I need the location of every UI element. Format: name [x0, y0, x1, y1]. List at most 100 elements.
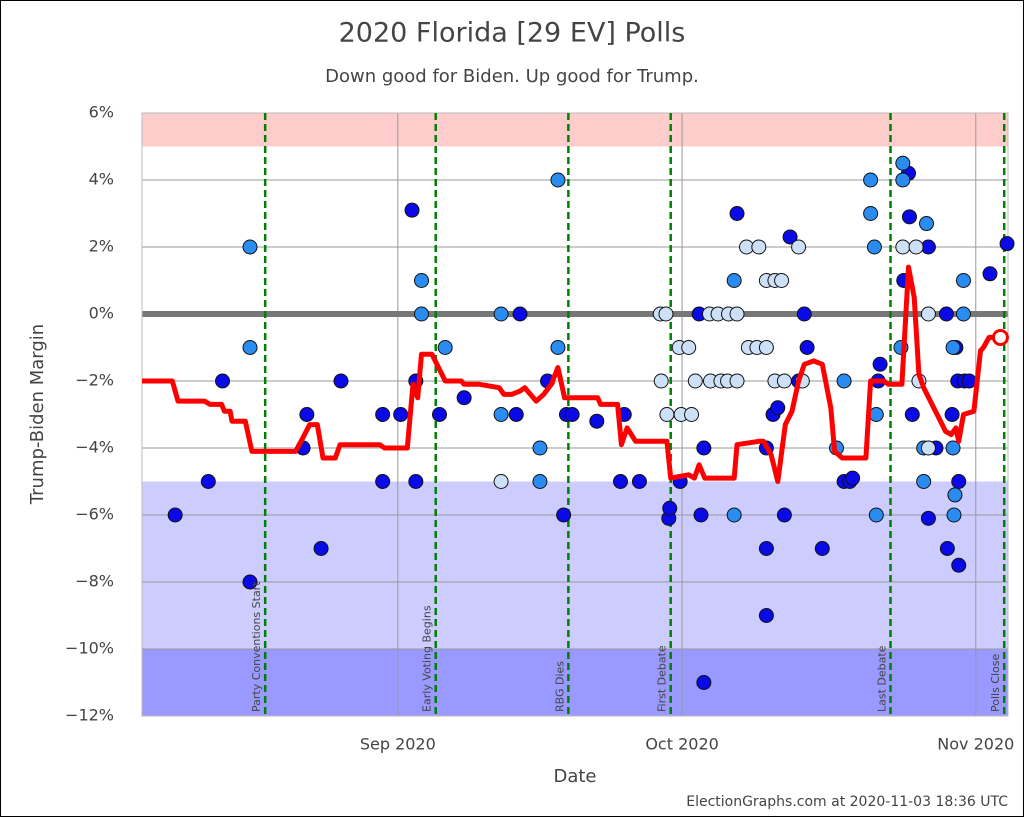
poll-point: [242, 239, 258, 255]
y-tick-label: 4%: [89, 170, 114, 189]
poll-point: [612, 474, 628, 489]
event-label: First Debate: [656, 645, 669, 712]
poll-point: [951, 557, 967, 573]
y-tick-label: −4%: [75, 438, 114, 457]
y-tick-label: −6%: [75, 505, 114, 524]
poll-point: [961, 373, 977, 389]
y-tick-label: −2%: [75, 371, 114, 390]
poll-point: [791, 239, 807, 255]
poll-point: [868, 507, 884, 523]
event-label: Last Debate: [876, 645, 889, 712]
poll-point: [333, 373, 349, 389]
poll-point: [693, 507, 709, 523]
poll-point: [662, 500, 678, 516]
poll-point: [404, 202, 420, 218]
poll-point: [437, 340, 453, 355]
y-axis-label: Trump-Biden Margin: [27, 324, 48, 505]
poll-point: [493, 474, 509, 489]
poll-point: [916, 474, 932, 489]
poll-point: [375, 407, 391, 422]
plot-border: [141, 112, 1009, 717]
event-label: RBG Dies: [553, 661, 566, 712]
poll-point: [432, 407, 448, 422]
poll-point: [726, 507, 742, 523]
poll-point: [938, 306, 954, 322]
x-tick-label: Oct 2020: [645, 735, 718, 754]
poll-point: [215, 373, 231, 389]
footer: ElectionGraphs.com at 2020-11-03 18:36 U…: [686, 794, 1008, 810]
band: [142, 481, 1008, 649]
y-tick-label: 2%: [89, 237, 114, 256]
poll-point: [758, 608, 774, 623]
poll-point: [751, 239, 767, 255]
poll-point: [944, 407, 960, 422]
poll-point: [814, 541, 830, 556]
event-label: Early Voting Begins: [421, 605, 434, 712]
poll-point: [939, 541, 955, 556]
event-label: Party Conventions Start: [250, 581, 263, 712]
trend-line: [142, 264, 1001, 484]
poll-point: [799, 340, 815, 355]
poll-point: [904, 407, 920, 422]
poll-point: [951, 474, 967, 489]
poll-point: [770, 400, 786, 416]
poll-point: [920, 510, 936, 526]
poll-point: [532, 440, 548, 456]
poll-point: [408, 474, 424, 489]
poll-point: [242, 574, 258, 590]
poll-point: [729, 306, 745, 322]
poll-point: [200, 474, 216, 489]
x-tick-label: Nov 2020: [937, 735, 1014, 754]
y-tick-label: −8%: [75, 572, 114, 591]
y-tick-label: 0%: [89, 304, 114, 323]
poll-point: [776, 373, 792, 389]
poll-point: [556, 507, 572, 523]
plot-area: 6% 4% 2% 0% −2% −4% −6% −8% −10% −12% Sep 2020 Oct …: [65, 103, 1015, 754]
poll-point: [895, 239, 911, 255]
poll-point: [589, 413, 605, 429]
poll-point: [512, 306, 528, 322]
poll-point: [167, 507, 183, 523]
poll-point: [895, 155, 911, 171]
poll-point: [758, 340, 774, 355]
poll-point: [774, 273, 790, 288]
poll-point: [895, 172, 911, 188]
poll-point: [920, 440, 936, 456]
poll-point: [659, 407, 675, 422]
poll-point: [299, 407, 315, 422]
poll-point: [955, 306, 971, 322]
poll-point: [687, 373, 703, 389]
poll-point: [564, 407, 580, 422]
poll-point: [729, 206, 745, 221]
poll-point: [313, 541, 329, 556]
poll-point: [946, 507, 962, 523]
poll-point: [631, 474, 647, 489]
poll-point: [947, 487, 963, 503]
poll-point: [550, 172, 566, 188]
poll-point: [681, 340, 697, 355]
y-tick-label: 6%: [89, 103, 114, 122]
poll-point: [782, 229, 798, 245]
poll-point: [456, 390, 472, 406]
poll-point: [868, 407, 884, 422]
poll-point: [684, 407, 700, 422]
poll-point: [796, 306, 812, 322]
poll-point: [658, 306, 674, 322]
poll-point: [776, 507, 792, 523]
x-axis-label: Date: [553, 766, 596, 787]
poll-point: [945, 340, 961, 355]
poll-point: [242, 340, 258, 355]
x-tick-label: Sep 2020: [360, 735, 436, 754]
poll-point: [726, 273, 742, 288]
poll-point: [532, 474, 548, 489]
poll-point: [863, 172, 879, 188]
poll-point: [908, 239, 924, 255]
poll-point: [508, 407, 524, 422]
poll-point: [414, 273, 430, 288]
poll-point: [999, 236, 1015, 252]
poll-point: [493, 306, 509, 322]
poll-point: [375, 474, 391, 489]
poll-point: [863, 206, 879, 221]
poll-point: [393, 407, 409, 422]
